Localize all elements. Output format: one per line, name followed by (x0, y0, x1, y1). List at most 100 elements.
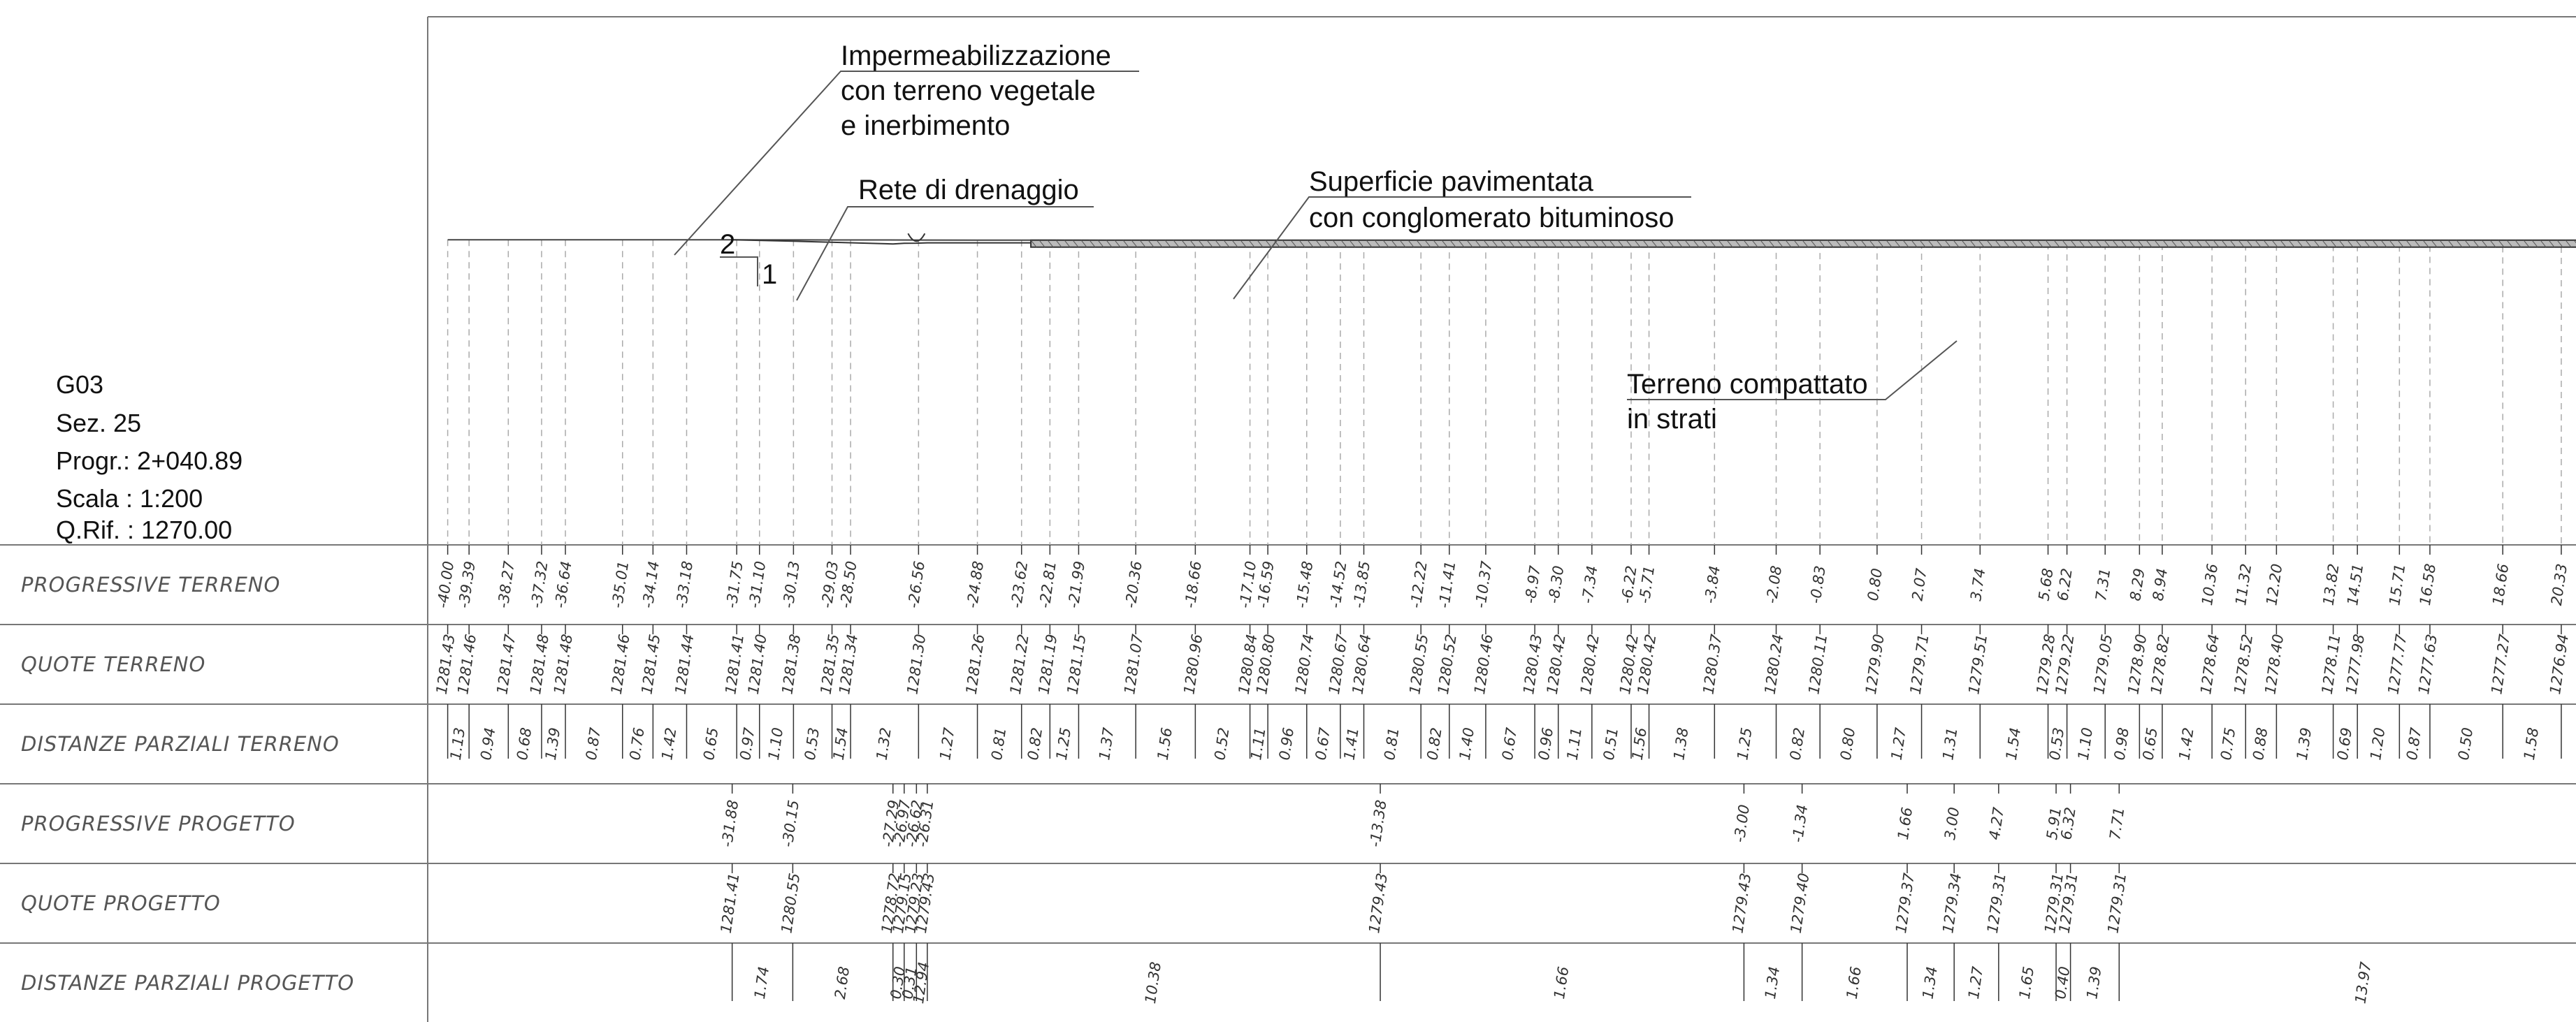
terrain-progressive-value: -31.75 (723, 560, 746, 609)
pavement-hatch (2380, 240, 2387, 248)
pavement-hatch (1189, 240, 1196, 248)
pavement-hatch (1273, 240, 1280, 248)
terrain-elevation-value: 1280.64 (1349, 633, 1375, 695)
annotation-waterproofing-line-3: e inerbimento (841, 110, 1010, 141)
pavement-hatch (1944, 240, 1951, 248)
pavement-hatch (2456, 240, 2463, 248)
project-partial-distance-value: 1.66 (1551, 965, 1572, 1000)
terrain-elevation-value: 1277.98 (2343, 633, 2368, 695)
terrain-elevation-value: 1281.48 (551, 633, 576, 695)
pavement-hatch (1055, 240, 1062, 248)
pavement-hatch (2129, 240, 2136, 248)
project-progressive-value: 7.71 (2106, 806, 2127, 841)
pavement-hatch (1953, 240, 1960, 248)
pavement-hatch (2322, 240, 2329, 248)
pavement-hatch (1374, 240, 1381, 248)
pavement-hatch (1592, 240, 1599, 248)
pavement-hatch (2439, 240, 2446, 248)
pavement-hatch (2171, 240, 2178, 248)
pavement-hatch (1491, 240, 1498, 248)
pavement-hatch (1802, 240, 1809, 248)
terrain-progressive-value: -21.99 (1065, 560, 1088, 609)
pavement-hatch (1860, 240, 1867, 248)
terrain-partial-distance-value: 0.97 (737, 726, 758, 761)
pavement-hatch (1542, 240, 1549, 248)
pavement-hatch (2070, 240, 2077, 248)
terrain-elevation-value: 1281.07 (1121, 633, 1146, 696)
annotation-drainage: Rete di drenaggio (858, 175, 1079, 205)
waterproofing-leader (674, 71, 1139, 256)
pavement-hatch (1290, 240, 1297, 248)
pavement-hatch (2104, 240, 2111, 248)
terrain-elevation-value: 1280.24 (1762, 633, 1787, 695)
terrain-partial-distance-value: 1.11 (1564, 727, 1585, 761)
project-elevation-value: 1279.31 (1984, 872, 2009, 934)
project-elevation-value: 1279.31 (2104, 872, 2129, 934)
pavement-hatch (2531, 240, 2538, 248)
pavement-hatch (2087, 240, 2094, 248)
terrain-partial-distance-value: 0.52 (1211, 727, 1232, 761)
terrain-elevation-value: 1279.05 (2090, 633, 2115, 695)
terrain-partial-distance-value: 1.41 (1341, 727, 1362, 761)
pavement-hatch (1785, 240, 1792, 248)
pavement-hatch (1391, 240, 1398, 248)
terrain-elevation-value: 1279.71 (1907, 633, 1932, 695)
terrain-progressive-value: -31.10 (746, 560, 769, 609)
pavement-hatch (1122, 240, 1129, 248)
terrain-progressive-value: -7.34 (1579, 564, 1600, 604)
pavement-hatch (2489, 240, 2496, 248)
terrain-partial-distance-value: 1.13 (447, 727, 468, 761)
terrain-progressive-value: 2.07 (1909, 567, 1930, 601)
pavement-hatch (1651, 240, 1658, 248)
project-partial-distance-value: 13.97 (2352, 961, 2374, 1005)
row-label-elevation-project: QUOTE PROGETTO (21, 891, 221, 915)
pavement-hatch (2296, 240, 2303, 248)
pavement-hatch (2330, 240, 2337, 248)
terrain-elevation-value: 1281.45 (638, 633, 663, 695)
terrain-elevation-value: 1281.22 (1007, 633, 1032, 695)
terrain-partial-distance-value: 0.68 (514, 727, 535, 761)
pavement-hatch (1684, 240, 1691, 248)
pavement-hatch (1995, 240, 2002, 248)
table-row-labels: PROGRESSIVE TERRENO QUOTE TERRENO DISTAN… (21, 573, 354, 995)
terrain-progressive-value: -33.18 (673, 560, 696, 609)
pavement-hatch (2162, 240, 2169, 248)
pavement-hatch (1424, 240, 1431, 248)
terrain-elevation-value: 1281.40 (745, 633, 770, 695)
pavement-hatch (1097, 240, 1104, 248)
pavement-hatch (1416, 240, 1423, 248)
pavement-hatch (2003, 240, 2010, 248)
pavement-hatch (1726, 240, 1733, 248)
project-partial-distance-value: 1.66 (1844, 965, 1865, 1000)
terrain-elevation-value: 1281.48 (527, 633, 552, 695)
terrain-elevation-value: 1281.43 (433, 633, 458, 695)
slope-ratio-vertical: 1 (762, 259, 777, 290)
terrain-partial-distance-value: 1.54 (2003, 727, 2024, 761)
drainage-ditch (907, 233, 926, 242)
pavement-hatch (1936, 240, 1943, 248)
pavement-hatch (1500, 240, 1507, 248)
terrain-progressive-value: -2.08 (1763, 564, 1785, 604)
terrain-elevation-value: 1280.96 (1180, 633, 1206, 695)
terrain-partial-distance-value: 0.88 (2250, 727, 2271, 761)
section-code: G03 (56, 370, 103, 399)
pavement-hatch (2154, 240, 2161, 248)
project-partial-distance-value: 1.27 (1965, 965, 1986, 1000)
pavement-hatch (2305, 240, 2312, 248)
pavement-hatch (1852, 240, 1859, 248)
pavement-hatch (1533, 240, 1540, 248)
terrain-partial-distance-value: 1.10 (765, 727, 786, 761)
pavement-hatch (2498, 240, 2505, 248)
vertical-guide-lines (447, 240, 2562, 1001)
terrain-partial-distance-value: 0.65 (700, 727, 721, 761)
terrain-partial-distance-value: 0.67 (1499, 726, 1520, 761)
project-elevation-value: 1280.55 (778, 872, 803, 934)
terrain-elevation-value: 1281.30 (904, 633, 929, 695)
terrain-elevation-value: 1280.46 (1471, 633, 1496, 695)
pavement-hatch (2213, 240, 2220, 248)
terrain-elevation-value: 1281.46 (608, 633, 633, 695)
annotation-waterproofing-line-1: Impermeabilizzazione (841, 41, 1111, 71)
pavement-hatch (2095, 240, 2102, 248)
pavement-hatch (1701, 240, 1708, 248)
pavement-hatch (2288, 240, 2295, 248)
